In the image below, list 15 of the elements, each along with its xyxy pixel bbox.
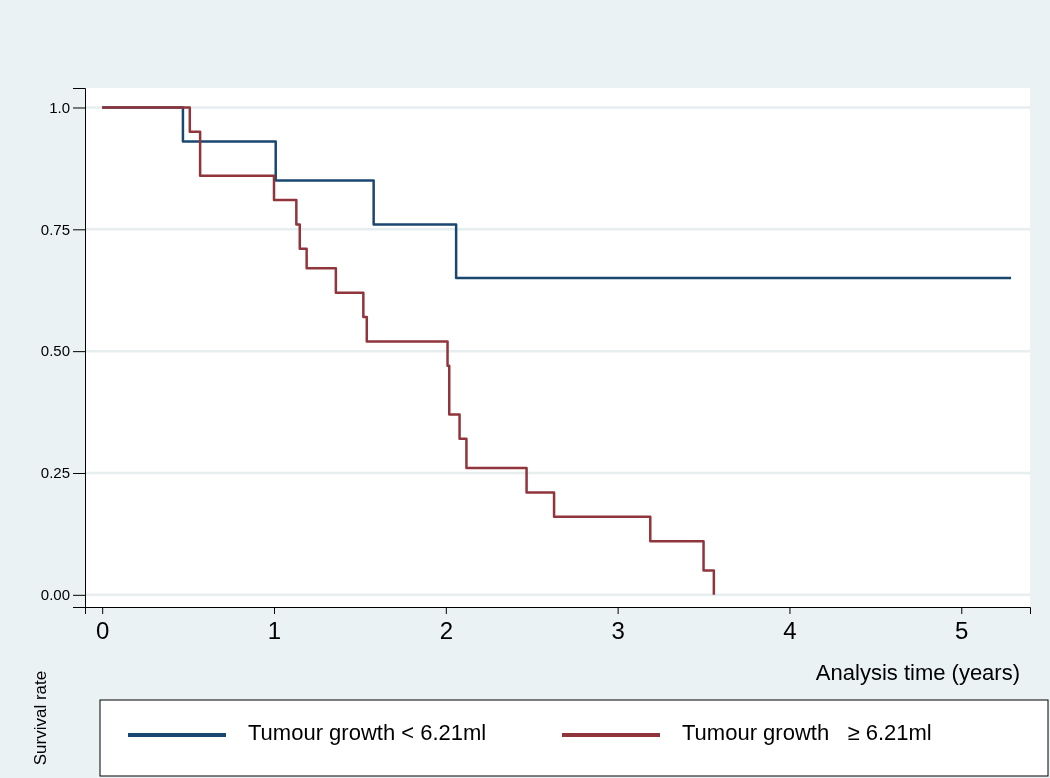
y-tick-label: 0.25 bbox=[40, 464, 70, 482]
x-axis-title: Analysis time (years) bbox=[815, 660, 1020, 685]
x-tick-label: 0 bbox=[96, 616, 110, 644]
x-tick-label: 4 bbox=[783, 616, 797, 644]
legend-label: Tumour growth < 6.21ml bbox=[248, 720, 487, 745]
x-tick-label: 3 bbox=[611, 616, 625, 644]
y-tick-label: 0.50 bbox=[40, 342, 70, 360]
x-tick-label: 5 bbox=[955, 616, 969, 644]
legend-label: Tumour growth ≥ 6.21ml bbox=[682, 720, 932, 745]
y-tick-label: 1.0 bbox=[49, 98, 70, 116]
y-axis-title: Survival rate bbox=[31, 670, 50, 766]
x-tick-label: 1 bbox=[267, 616, 282, 644]
x-tick-label: 2 bbox=[439, 616, 453, 644]
y-tick-label: 0.75 bbox=[40, 220, 70, 238]
y-tick-label: 0.00 bbox=[40, 586, 70, 604]
